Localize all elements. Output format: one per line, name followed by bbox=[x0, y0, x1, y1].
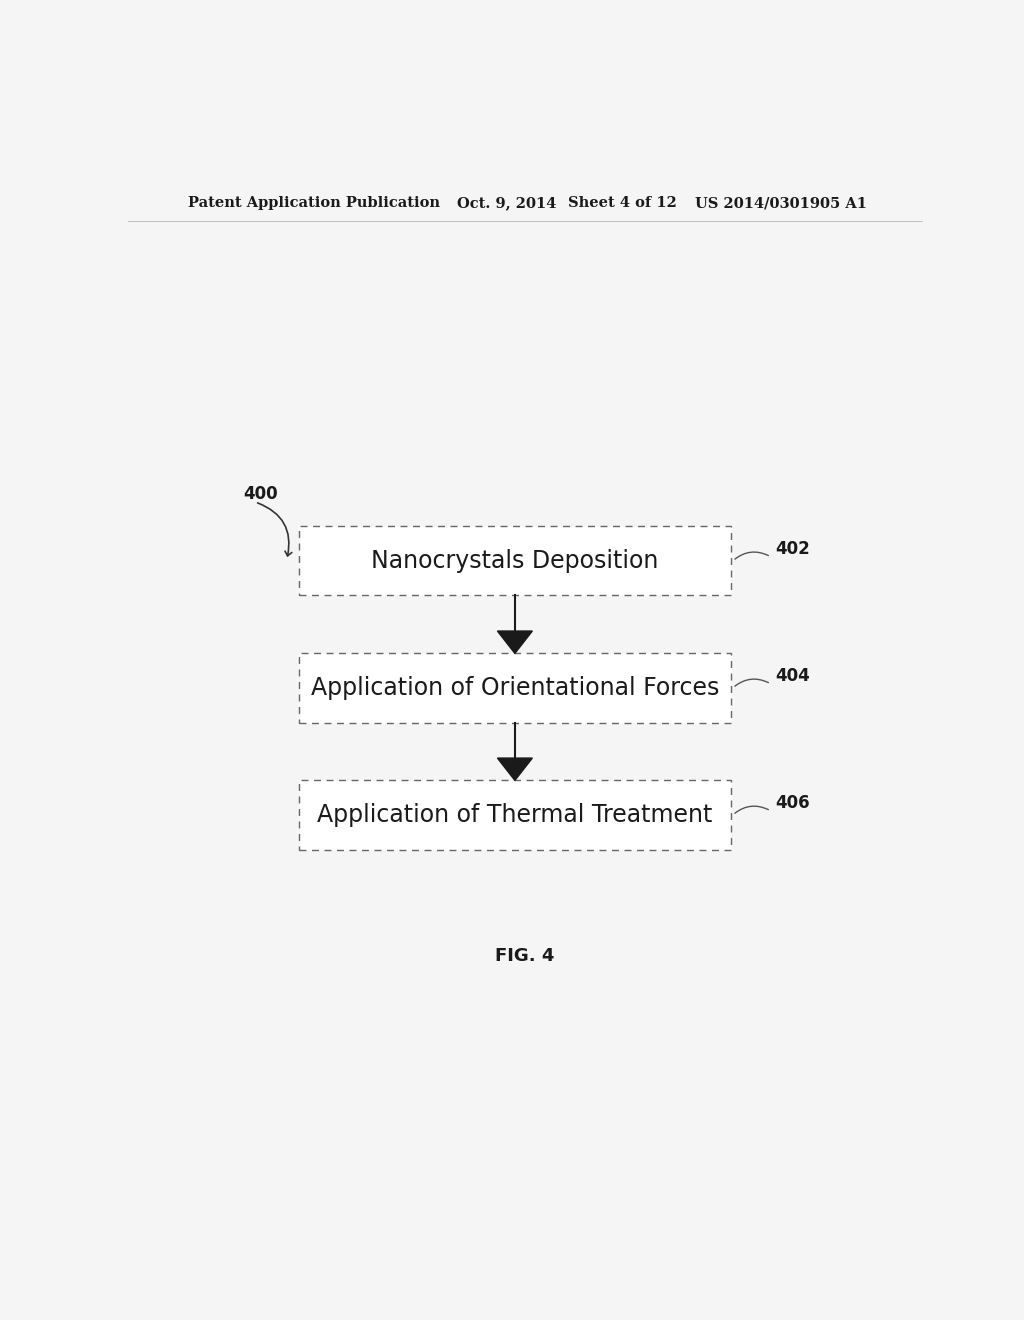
Text: Oct. 9, 2014: Oct. 9, 2014 bbox=[458, 197, 557, 210]
Text: 404: 404 bbox=[775, 667, 810, 685]
Bar bbox=[299, 780, 731, 850]
Text: US 2014/0301905 A1: US 2014/0301905 A1 bbox=[695, 197, 867, 210]
Bar bbox=[299, 653, 731, 722]
Text: Sheet 4 of 12: Sheet 4 of 12 bbox=[568, 197, 677, 210]
Text: Application of Orientational Forces: Application of Orientational Forces bbox=[310, 676, 719, 700]
Text: 400: 400 bbox=[243, 484, 278, 503]
Text: Application of Thermal Treatment: Application of Thermal Treatment bbox=[317, 803, 713, 828]
Polygon shape bbox=[498, 631, 532, 653]
Text: 406: 406 bbox=[775, 793, 809, 812]
Text: 402: 402 bbox=[775, 540, 810, 557]
Text: Nanocrystals Deposition: Nanocrystals Deposition bbox=[371, 549, 658, 573]
Bar bbox=[299, 527, 731, 595]
Text: Patent Application Publication: Patent Application Publication bbox=[187, 197, 439, 210]
Polygon shape bbox=[498, 758, 532, 780]
Text: FIG. 4: FIG. 4 bbox=[496, 948, 554, 965]
